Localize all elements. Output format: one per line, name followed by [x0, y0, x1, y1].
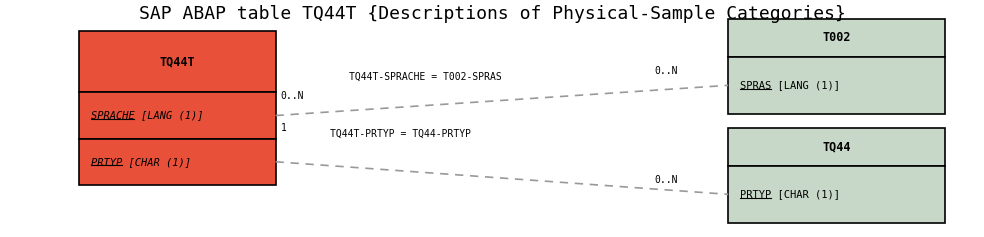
Text: TQ44: TQ44 — [823, 141, 850, 153]
Text: 1: 1 — [280, 123, 286, 133]
Text: TQ44T-PRTYP = TQ44-PRTYP: TQ44T-PRTYP = TQ44-PRTYP — [330, 128, 470, 138]
Text: SPRAS [LANG (1)]: SPRAS [LANG (1)] — [740, 80, 840, 90]
Text: 0..N: 0..N — [654, 66, 678, 76]
Bar — [79, 92, 276, 139]
Bar — [728, 57, 945, 114]
Text: TQ44T-SPRACHE = T002-SPRAS: TQ44T-SPRACHE = T002-SPRAS — [349, 72, 502, 82]
Text: T002: T002 — [823, 32, 850, 44]
Bar — [79, 31, 276, 92]
Text: TQ44T: TQ44T — [159, 55, 195, 68]
Text: PRTYP [CHAR (1)]: PRTYP [CHAR (1)] — [91, 157, 191, 167]
Text: PRTYP [CHAR (1)]: PRTYP [CHAR (1)] — [740, 189, 840, 199]
Text: 0..N: 0..N — [280, 91, 304, 101]
Text: SPRACHE [LANG (1)]: SPRACHE [LANG (1)] — [91, 110, 203, 121]
Text: 0..N: 0..N — [654, 175, 678, 185]
Bar — [728, 19, 945, 57]
Text: SAP ABAP table TQ44T {Descriptions of Physical-Sample Categories}: SAP ABAP table TQ44T {Descriptions of Ph… — [139, 5, 845, 23]
Bar — [728, 166, 945, 223]
Bar — [79, 139, 276, 185]
Bar — [728, 128, 945, 166]
